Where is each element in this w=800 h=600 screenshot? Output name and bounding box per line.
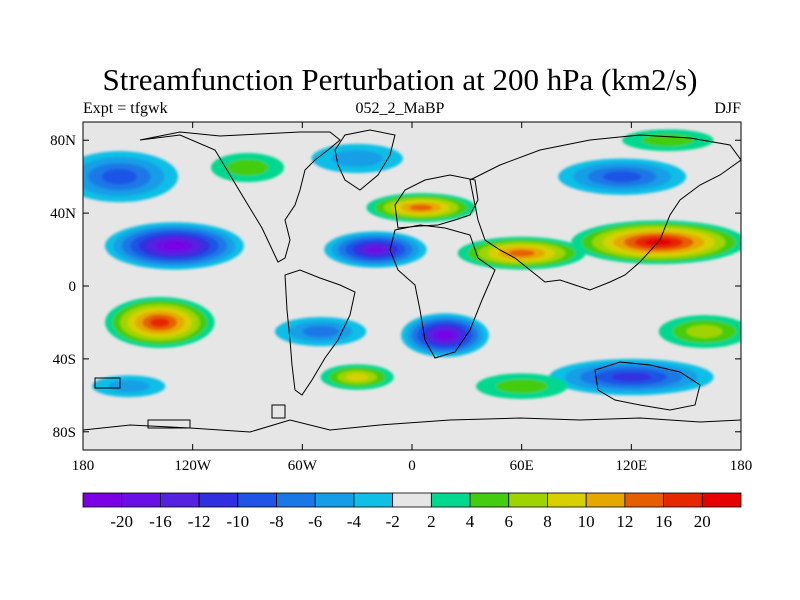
contour-band xyxy=(438,331,452,339)
colorbar-swatch xyxy=(430,492,471,508)
x-tick-label: 60E xyxy=(510,458,534,474)
contour-band xyxy=(346,373,369,382)
colorbar-label: -8 xyxy=(269,512,283,531)
field-feature xyxy=(320,364,394,390)
run-label: 052_2_MaBP xyxy=(355,100,445,117)
field-feature xyxy=(324,231,427,268)
contour-band xyxy=(302,325,339,338)
contour-band xyxy=(101,168,138,185)
field-feature xyxy=(475,373,568,400)
colorbar-swatch xyxy=(624,492,664,508)
colorbar-swatch xyxy=(353,492,394,508)
colorbar-swatch xyxy=(663,492,703,508)
colorbar-swatch xyxy=(237,492,277,508)
field-feature xyxy=(571,220,741,265)
colorbar-label: 2 xyxy=(427,512,436,531)
colorbar-label: -12 xyxy=(188,512,211,531)
x-tick-label: 120W xyxy=(174,458,212,474)
field-feature xyxy=(104,296,215,348)
y-tick-label: 40N xyxy=(50,206,76,222)
field-feature xyxy=(92,375,166,398)
field-feature xyxy=(83,151,179,203)
field-feature xyxy=(549,358,714,396)
field-feature xyxy=(311,143,403,174)
field-feature xyxy=(658,315,741,348)
x-tick-label: 60W xyxy=(288,458,318,474)
y-tick-label: 80S xyxy=(53,425,76,441)
field-feature xyxy=(366,193,476,223)
x-tick-label: 180 xyxy=(730,458,753,474)
colorbar-label: -6 xyxy=(308,512,322,531)
colorbar-swatch xyxy=(547,492,587,508)
contour-band xyxy=(226,159,269,176)
chart-title: Streamfunction Perturbation at 200 hPa (… xyxy=(102,62,698,97)
contour-band xyxy=(163,242,186,250)
contour-band xyxy=(495,379,548,394)
field-feature xyxy=(274,316,367,347)
colorbar-label: 12 xyxy=(616,512,633,531)
contour-band xyxy=(602,171,642,183)
colorbar-swatch xyxy=(469,492,510,508)
x-tick-label: 0 xyxy=(408,458,416,474)
colorbar-label: -10 xyxy=(226,512,249,531)
colorbar-swatch xyxy=(121,492,161,508)
field-feature xyxy=(401,313,489,358)
colorbar-label: -20 xyxy=(110,512,133,531)
contour-band xyxy=(409,204,433,211)
field-feature xyxy=(558,158,687,195)
contour-band xyxy=(508,249,535,257)
colorbar-swatch xyxy=(392,492,432,508)
y-tick-label: 40S xyxy=(53,352,76,368)
colorbar-swatch xyxy=(198,492,239,508)
colorbar-swatch xyxy=(160,492,200,508)
season-label: DJF xyxy=(714,100,741,117)
field-feature xyxy=(210,152,285,183)
colorbar-swatch xyxy=(585,492,626,508)
coastlines xyxy=(83,129,741,433)
field-feature xyxy=(104,222,244,270)
colorbar-swatch xyxy=(508,492,548,508)
colorbar-label: 8 xyxy=(543,512,552,531)
colorbar-label: -16 xyxy=(149,512,172,531)
colorbar-label: -2 xyxy=(386,512,400,531)
contour-band xyxy=(686,325,723,339)
contour-band xyxy=(611,372,652,382)
field-feature xyxy=(457,236,586,270)
colorbar-label: -4 xyxy=(347,512,362,531)
axis-ticks: 180 120W 60W 0 60E 120E 180 80N 40N 0 40S 80S xyxy=(50,122,752,474)
colorbar-label: 4 xyxy=(466,512,475,531)
y-tick-label: 80N xyxy=(50,133,76,149)
contour-band xyxy=(107,380,150,393)
colorbar-label: 16 xyxy=(655,512,672,531)
contour-band xyxy=(149,317,170,327)
contour-band xyxy=(366,246,385,253)
contour-band xyxy=(645,238,673,246)
contour-band xyxy=(331,150,383,167)
colorbar-swatch xyxy=(701,492,742,508)
colorbar-label: 6 xyxy=(505,512,514,531)
experiment-label: Expt = tfgwk xyxy=(83,100,168,117)
colorbar-swatch xyxy=(276,492,316,508)
x-tick-label: 180 xyxy=(72,458,95,474)
colorbar-label: 20 xyxy=(694,512,711,531)
colorbar-swatch xyxy=(314,492,355,508)
streamfunction-field xyxy=(83,129,741,400)
colorbar-swatch xyxy=(82,492,123,508)
colorbar: -20 -16 -12 -10 -8 -6 -4 -2 2 4 6 8 10 12 16 20 xyxy=(82,492,742,531)
y-tick-label: 0 xyxy=(69,279,77,295)
x-tick-label: 120E xyxy=(615,458,647,474)
colorbar-label: 10 xyxy=(578,512,595,531)
